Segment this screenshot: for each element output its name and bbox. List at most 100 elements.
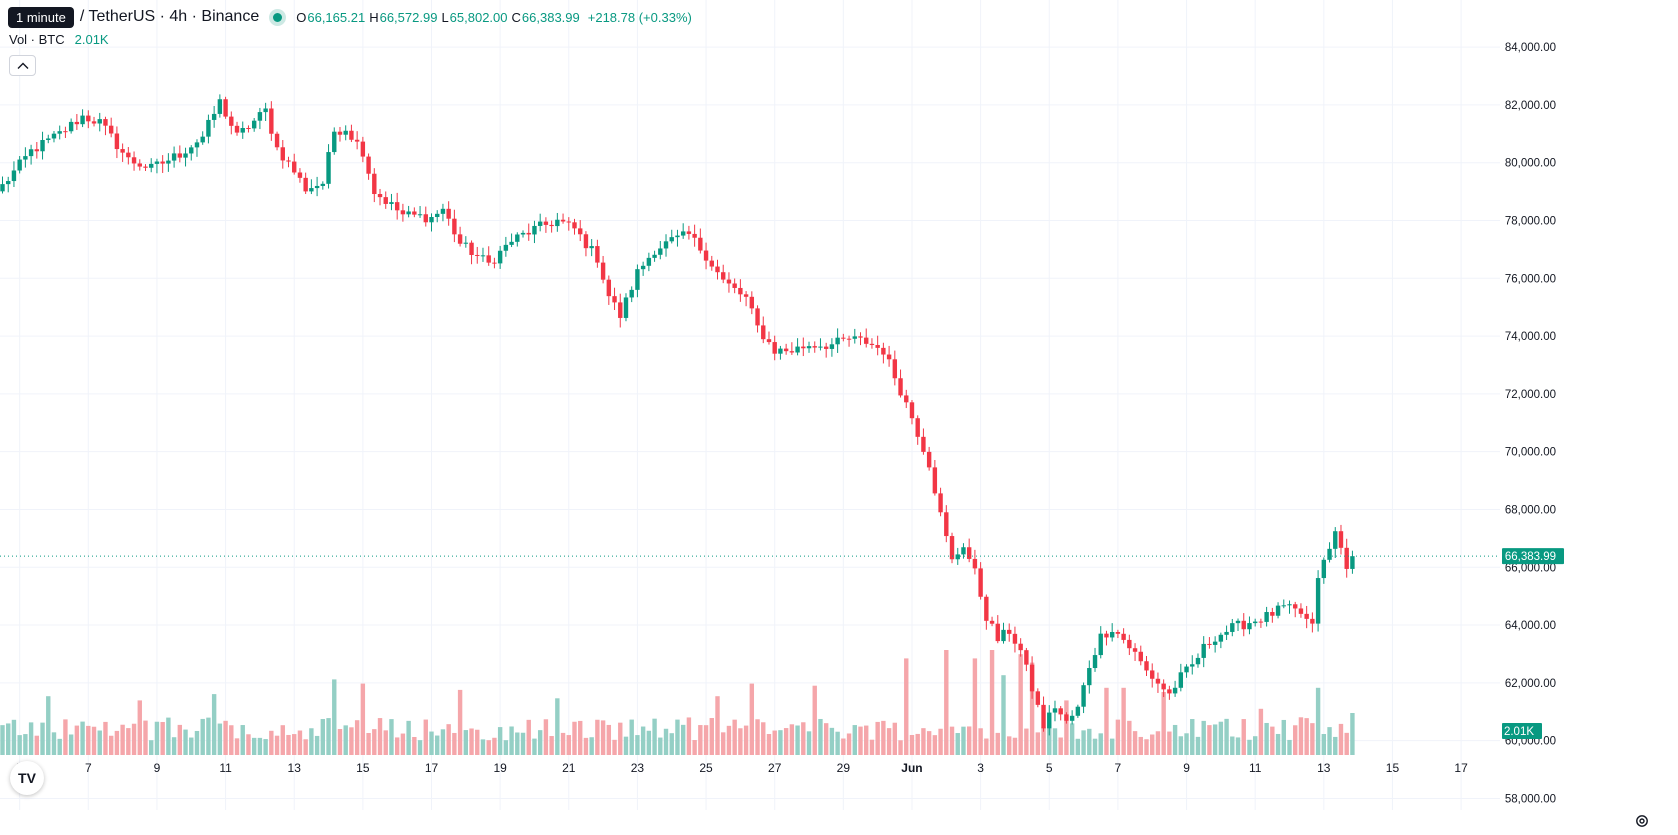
candle-body[interactable] — [675, 235, 680, 238]
candle-body[interactable] — [320, 183, 326, 186]
candle-body[interactable] — [1270, 612, 1275, 616]
candle-body[interactable] — [1161, 683, 1166, 690]
candle-body[interactable] — [309, 188, 314, 192]
candle-body[interactable] — [257, 112, 263, 121]
candle-body[interactable] — [486, 255, 491, 263]
candle-body[interactable] — [137, 163, 142, 167]
candle-body[interactable] — [1064, 714, 1069, 721]
candle-body[interactable] — [1029, 664, 1035, 692]
candle-body[interactable] — [1121, 633, 1126, 640]
candle-body[interactable] — [915, 418, 920, 437]
candle-body[interactable] — [1150, 670, 1155, 679]
candle-body[interactable] — [183, 153, 188, 158]
candle-body[interactable] — [229, 116, 234, 126]
candle-body[interactable] — [1207, 643, 1212, 645]
candle-body[interactable] — [189, 147, 194, 154]
candle-body[interactable] — [1201, 643, 1206, 658]
candle-body[interactable] — [612, 296, 617, 303]
candle-body[interactable] — [1218, 634, 1224, 642]
candle-body[interactable] — [1333, 531, 1338, 549]
candle-body[interactable] — [171, 153, 177, 161]
candle-body[interactable] — [1304, 613, 1309, 619]
candle-body[interactable] — [423, 214, 428, 223]
candle-body[interactable] — [280, 147, 285, 161]
candle-body[interactable] — [692, 233, 697, 238]
candle-body[interactable] — [841, 337, 846, 339]
candle-body[interactable] — [898, 378, 903, 396]
candle-body[interactable] — [1018, 643, 1023, 651]
candle-body[interactable] — [572, 222, 577, 229]
candle-body[interactable] — [46, 138, 51, 141]
candle-body[interactable] — [726, 279, 732, 284]
candle-body[interactable] — [263, 108, 268, 113]
candle-body[interactable] — [97, 119, 102, 124]
candle-body[interactable] — [1041, 704, 1046, 729]
candle-body[interactable] — [34, 149, 40, 152]
candle-body[interactable] — [864, 337, 869, 344]
candle-body[interactable] — [532, 225, 537, 235]
candle-body[interactable] — [28, 149, 34, 157]
candle-body[interactable] — [503, 244, 509, 251]
candle-body[interactable] — [835, 337, 840, 345]
candle-body[interactable] — [955, 554, 960, 560]
candle-body[interactable] — [452, 218, 457, 235]
candle-body[interactable] — [823, 346, 829, 349]
candle-body[interactable] — [1258, 621, 1264, 623]
candle-body[interactable] — [812, 346, 817, 348]
candle-body[interactable] — [1224, 631, 1229, 635]
candle-body[interactable] — [663, 241, 669, 249]
candle-body[interactable] — [537, 221, 543, 226]
candle-body[interactable] — [909, 402, 915, 419]
candle-body[interactable] — [354, 139, 360, 142]
candle-body[interactable] — [126, 152, 131, 158]
candle-body[interactable] — [738, 287, 743, 295]
candle-body[interactable] — [1087, 668, 1092, 686]
candle-body[interactable] — [789, 351, 795, 353]
candle-body[interactable] — [1252, 621, 1258, 624]
candle-body[interactable] — [269, 108, 274, 134]
candle-body[interactable] — [755, 308, 760, 326]
market-status-icon[interactable] — [269, 8, 287, 26]
candle-body[interactable] — [658, 248, 663, 255]
candle-body[interactable] — [360, 141, 366, 157]
candle-body[interactable] — [680, 231, 686, 236]
candle-body[interactable] — [143, 166, 148, 168]
candle-body[interactable] — [978, 568, 983, 597]
candle-body[interactable] — [515, 234, 520, 242]
candle-body[interactable] — [709, 260, 714, 267]
candle-body[interactable] — [200, 136, 205, 143]
candle-body[interactable] — [337, 131, 343, 135]
candle-body[interactable] — [703, 250, 709, 261]
symbol-title[interactable]: / TetherUS · 4h · Binance — [79, 8, 260, 25]
candle-body[interactable] — [120, 149, 125, 153]
candle-body[interactable] — [543, 221, 549, 225]
candle-body[interactable] — [463, 242, 469, 244]
candle-body[interactable] — [1144, 661, 1149, 671]
candle-body[interactable] — [635, 269, 640, 290]
candle-body[interactable] — [57, 131, 62, 134]
candle-body[interactable] — [0, 184, 5, 192]
candle-body[interactable] — [1281, 605, 1286, 607]
candle-body[interactable] — [160, 161, 165, 164]
candle-body[interactable] — [1058, 708, 1063, 715]
candle-body[interactable] — [400, 210, 406, 215]
candle-body[interactable] — [377, 194, 383, 198]
candle-body[interactable] — [1315, 578, 1321, 624]
candle-body[interactable] — [108, 125, 114, 134]
candle-body[interactable] — [989, 620, 995, 624]
candle-body[interactable] — [646, 257, 652, 266]
candle-body[interactable] — [721, 272, 726, 280]
candle-body[interactable] — [886, 354, 892, 360]
candle-body[interactable] — [1293, 604, 1298, 609]
candle-body[interactable] — [623, 297, 629, 318]
candle-body[interactable] — [206, 119, 211, 137]
candle-body[interactable] — [1115, 632, 1121, 634]
candle-body[interactable] — [177, 153, 183, 158]
candle-body[interactable] — [686, 231, 692, 234]
candle-body[interactable] — [640, 265, 646, 270]
candle-body[interactable] — [595, 246, 600, 263]
candle-body[interactable] — [944, 512, 949, 537]
candle-body[interactable] — [1195, 657, 1201, 665]
candle-body[interactable] — [1052, 708, 1058, 713]
